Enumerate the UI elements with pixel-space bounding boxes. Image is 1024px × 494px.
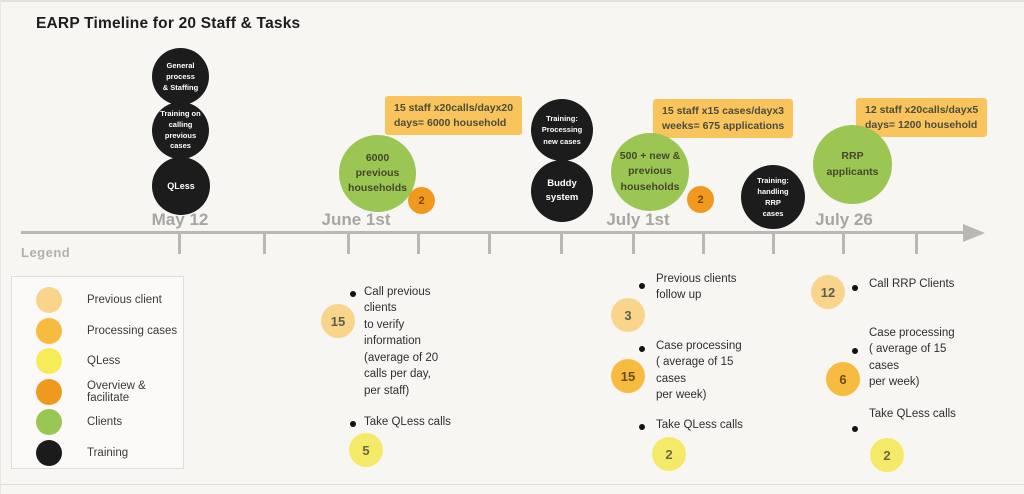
timeline-tick xyxy=(842,233,845,254)
july26-task-badge-12: 12 xyxy=(811,275,845,309)
date-july1: July 1st xyxy=(606,210,670,229)
legend-box: Previous client Processing cases QLess O… xyxy=(11,276,184,469)
may-circle-qless: QLess xyxy=(152,157,210,215)
timeline-tick xyxy=(263,233,266,254)
rrp-training-circle: Training: handling RRP cases xyxy=(741,165,805,229)
june-task-call-previous-clients: Call previous clients to verify informat… xyxy=(364,286,439,397)
date-june1: June 1st xyxy=(321,210,391,229)
legend-swatch-previous-client xyxy=(36,287,62,314)
legend-item-processing-cases: Processing cases xyxy=(12,316,183,347)
training-processing-circle: Training: Processing new cases xyxy=(531,99,593,161)
july26-task-badge-2: 2 xyxy=(870,438,904,472)
june-callout: 15 staff x20calls/dayx20 days= 6000 hous… xyxy=(385,96,523,136)
july1-task-badge-3: 3 xyxy=(611,298,645,332)
timeline-axis xyxy=(21,231,971,234)
legend-heading: Legend xyxy=(21,245,71,260)
july26-task-take-qless-calls: Take QLess calls xyxy=(869,408,956,420)
legend-item-previous-client: Previous client xyxy=(12,285,183,316)
legend-swatch-overview-facilitate xyxy=(36,378,62,405)
bullet-icon xyxy=(852,285,858,291)
july1-overview-badge: 2 xyxy=(687,186,714,213)
july26-task-badge-6: 6 xyxy=(826,362,860,396)
legend-item-clients: Clients xyxy=(12,407,183,438)
timeline-tick xyxy=(560,233,563,254)
july1-task-badge-2: 2 xyxy=(652,437,686,471)
bullet-icon xyxy=(852,426,858,432)
june-task-badge-15: 15 xyxy=(321,304,355,338)
page-title: EARP Timeline for 20 Staff & Tasks xyxy=(36,15,301,32)
legend-item-label: Previous client xyxy=(87,294,162,307)
july1-task-previous-clients-followup: Previous clients follow up xyxy=(656,273,737,302)
timeline-tick xyxy=(347,233,350,254)
bottom-divider xyxy=(1,484,1024,485)
date-may12: May 12 xyxy=(151,210,209,229)
july1-callout: 15 staff x15 cases/dayx3 weeks= 675 appl… xyxy=(653,99,794,139)
june-task-take-qless-calls: Take QLess calls xyxy=(364,416,451,428)
legend-swatch-processing-cases xyxy=(36,317,62,344)
legend-swatch-clients xyxy=(36,409,62,436)
legend-item-qless: QLess xyxy=(12,346,183,377)
timeline-arrowhead-icon xyxy=(963,224,985,242)
july1-task-case-processing: Case processing ( average of 15 cases pe… xyxy=(656,340,742,402)
legend-item-label: Processing cases xyxy=(87,324,178,337)
july1-clients-bubble: 500 + new & previous households xyxy=(611,133,689,211)
legend-item-overview-facilitate: Overview & facilitate xyxy=(12,377,183,408)
may-circle-training-calling: Training on calling previous cases xyxy=(152,102,209,159)
bullet-icon xyxy=(852,348,858,354)
legend-item-training: Training xyxy=(12,438,183,469)
july26-task-case-processing: Case processing ( average of 15 cases pe… xyxy=(869,327,955,389)
timeline-tick xyxy=(915,233,918,254)
bullet-icon xyxy=(350,291,356,297)
bullet-icon xyxy=(639,346,645,352)
june-task-badge-5: 5 xyxy=(349,433,383,467)
timeline-tick xyxy=(178,233,181,254)
july26-callout: 12 staff x20calls/dayx5 days= 1200 house… xyxy=(856,98,988,138)
legend-swatch-qless xyxy=(36,348,62,375)
timeline-tick xyxy=(702,233,705,254)
timeline-tick xyxy=(772,233,775,254)
may-circle-general-process: General process & Staffing xyxy=(152,48,209,105)
july26-task-call-rrp-clients: Call RRP Clients xyxy=(869,278,955,290)
legend-item-label: Clients xyxy=(87,416,123,429)
legend-item-label: QLess xyxy=(87,355,121,368)
bullet-icon xyxy=(350,421,356,427)
buddy-system-circle: Buddy system xyxy=(531,160,593,222)
legend-item-label: Overview & facilitate xyxy=(87,379,146,404)
june-clients-bubble: 6000 previous households xyxy=(339,135,416,212)
date-july26: July 26 xyxy=(815,210,873,229)
july26-rrp-bubble: RRP applicants xyxy=(813,125,892,204)
legend-swatch-training xyxy=(36,439,62,466)
timeline-tick xyxy=(488,233,491,254)
timeline-tick xyxy=(417,233,420,254)
timeline-tick xyxy=(632,233,635,254)
bullet-icon xyxy=(639,283,645,289)
july1-task-badge-15: 15 xyxy=(611,359,645,393)
july1-task-take-qless-calls: Take QLess calls xyxy=(656,419,743,431)
bullet-icon xyxy=(639,424,645,430)
legend-item-label: Training xyxy=(87,446,129,459)
june-overview-badge: 2 xyxy=(408,187,435,214)
